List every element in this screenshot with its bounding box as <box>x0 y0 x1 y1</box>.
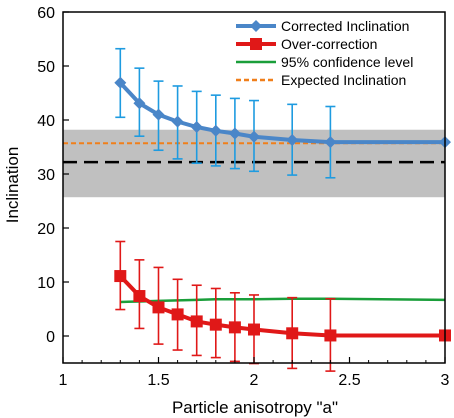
series-line-95-confidence <box>120 297 446 304</box>
over-correction-point <box>324 329 337 342</box>
x-tick-label: 3 <box>441 372 450 389</box>
y-tick-label: 10 <box>37 275 55 292</box>
legend-label: Corrected Inclination <box>281 18 409 34</box>
corrected-inclination-point <box>248 130 260 143</box>
corrected-inclination-point <box>324 136 337 149</box>
corrected-inclination-point <box>133 97 146 110</box>
y-axis-title: Inclination <box>3 147 22 224</box>
legend-item: Expected Inclination <box>236 72 406 88</box>
legend-label: Expected Inclination <box>281 72 406 88</box>
over-correction-point <box>286 327 299 340</box>
corrected-inclination-point <box>171 115 184 128</box>
x-axis-title: Particle anisotropy "a" <box>172 398 338 417</box>
legend-item: 95% confidence level <box>236 54 413 70</box>
corrected-inclination-point <box>286 133 299 146</box>
series-layer <box>63 47 451 372</box>
over-correction-point <box>228 321 241 334</box>
y-tick-label: 60 <box>37 5 55 22</box>
corrected-inclination-point <box>190 121 203 134</box>
legend-label: 95% confidence level <box>281 54 413 70</box>
legend-item: Corrected Inclination <box>236 18 409 34</box>
x-tick-label: 1 <box>59 372 68 389</box>
corrected-inclination-point <box>152 108 165 121</box>
y-tick-label: 0 <box>46 329 55 346</box>
x-tick-label: 2.5 <box>338 372 360 389</box>
over-correction-point <box>114 270 127 283</box>
over-correction-point <box>248 323 260 336</box>
corrected-inclination-point <box>209 124 222 137</box>
x-tick-label: 2 <box>250 372 259 389</box>
over-correction-point <box>133 290 146 303</box>
y-tick-label: 40 <box>37 113 55 130</box>
over-correction-point <box>190 315 203 328</box>
y-tick-label: 20 <box>37 221 55 238</box>
over-correction-line <box>118 274 445 338</box>
y-tick-label: 30 <box>37 167 55 184</box>
legend: Corrected Inclination Over-correction 95% … <box>236 18 413 88</box>
legend-item: Over-correction <box>236 36 377 52</box>
over-correction-point <box>152 301 165 314</box>
legend-marker <box>250 20 262 32</box>
corrected-inclination-point <box>228 127 241 140</box>
x-tick-label: 1.5 <box>147 372 169 389</box>
legend-label: Over-correction <box>281 36 377 52</box>
y-tick-label: 50 <box>37 59 55 76</box>
over-correction-point <box>209 318 222 331</box>
corrected-inclination-point <box>114 76 127 89</box>
legend-marker <box>250 38 262 50</box>
over-correction-point <box>171 308 184 321</box>
